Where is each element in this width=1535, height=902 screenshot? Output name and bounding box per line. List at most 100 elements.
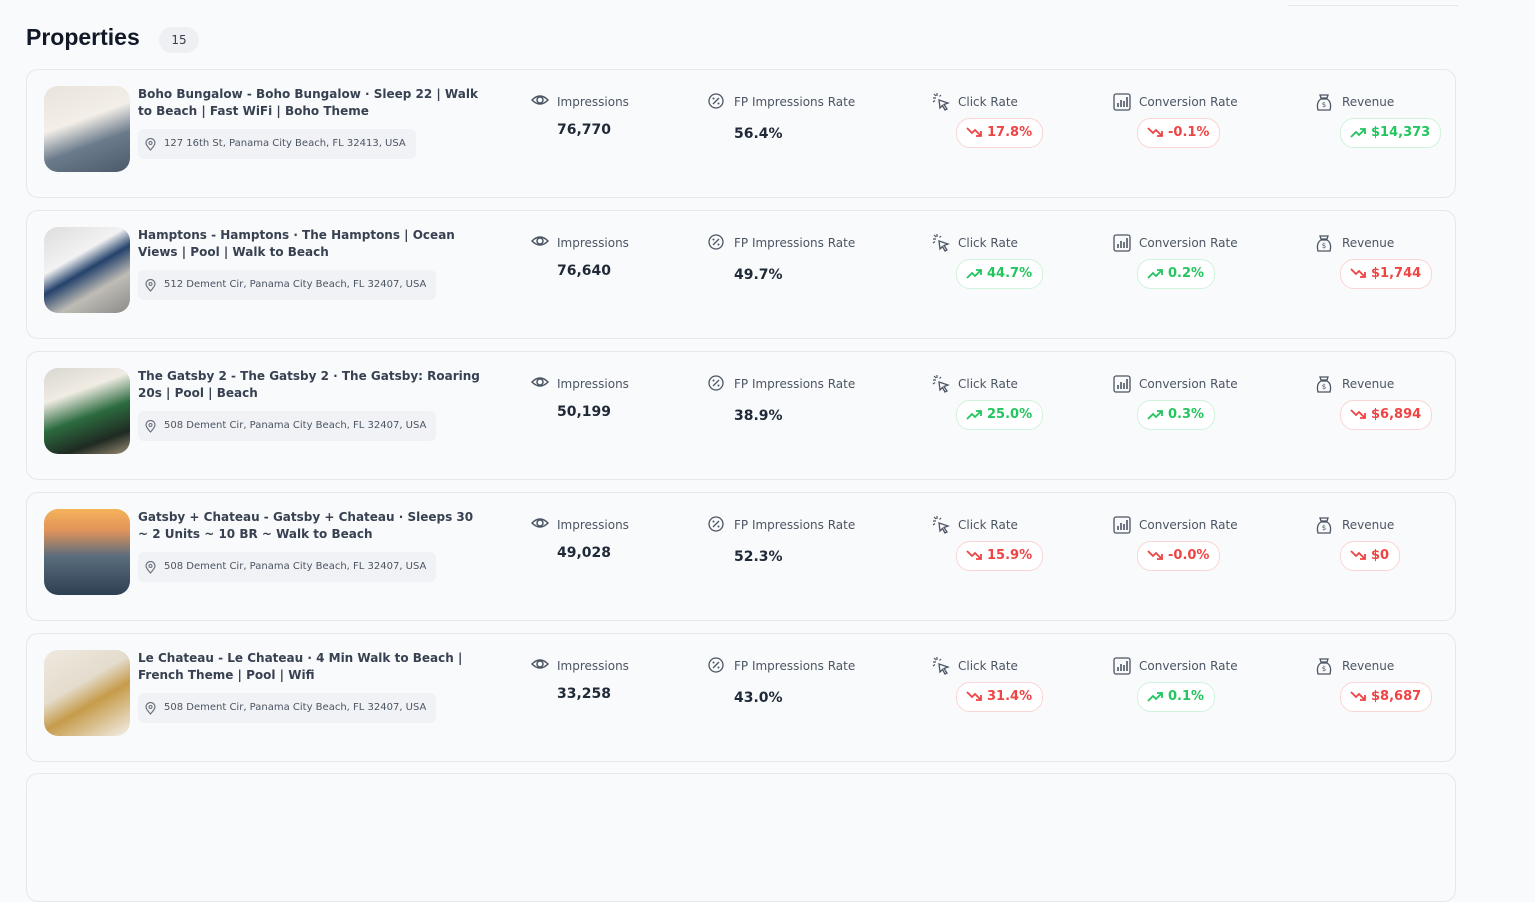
metric-label-text: Conversion Rate — [1139, 518, 1238, 532]
metric-icon — [708, 234, 724, 250]
property-card[interactable]: Boho Bungalow - Boho Bungalow · Sleep 22… — [26, 69, 1456, 198]
property-card[interactable]: The Gatsby 2 - The Gatsby 2 · The Gatsby… — [26, 351, 1456, 480]
metric-label: $ Revenue — [1316, 94, 1394, 111]
metric-value: 76,770 — [557, 122, 612, 138]
metric-label: Impressions — [530, 95, 629, 109]
metric-icon — [530, 95, 550, 105]
metric-value: 52.3% — [734, 549, 783, 565]
svg-text:$: $ — [1322, 101, 1326, 109]
address-text: 508 Dement Cir, Panama City Beach, FL 32… — [164, 561, 427, 572]
metric-icon — [530, 518, 550, 528]
trend-pill: -0.0% — [1137, 541, 1221, 571]
metric-label-text: Revenue — [1342, 659, 1395, 673]
property-name: Hamptons - Hamptons · The Hamptons | Oce… — [138, 228, 455, 259]
trend-pill: 44.7% — [956, 259, 1044, 289]
metric-icon: $ — [1316, 658, 1332, 675]
metric-label: FP Impressions Rate — [708, 234, 855, 250]
svg-text:$: $ — [1322, 242, 1326, 250]
trend-arrow — [966, 691, 982, 701]
metric-icon — [1113, 657, 1131, 675]
trend-pill: 25.0% — [956, 400, 1044, 430]
trend-arrow — [1350, 268, 1366, 278]
trend-pill: 0.1% — [1137, 682, 1216, 712]
metric-label: FP Impressions Rate — [708, 657, 855, 673]
metric-label: Impressions — [530, 659, 629, 673]
property-name: Gatsby + Chateau - Gatsby + Chateau · Sl… — [138, 510, 474, 541]
metric-value: 31.4% — [987, 689, 1033, 704]
metric-value: $8,687 — [1371, 689, 1422, 704]
trend-arrow — [1147, 550, 1163, 560]
pin-icon — [145, 561, 156, 574]
metric-value: 43.0% — [734, 690, 783, 706]
metric-label-text: FP Impressions Rate — [734, 518, 856, 532]
pin-icon — [145, 420, 156, 433]
metric-value: 0.3% — [1168, 407, 1205, 422]
property-card[interactable] — [26, 773, 1456, 902]
svg-text:$: $ — [1322, 524, 1326, 532]
trend-pill: -0.1% — [1137, 118, 1221, 148]
address-text: 127 16th St, Panama City Beach, FL 32413… — [164, 138, 406, 149]
metric-label: Conversion Rate — [1113, 375, 1238, 393]
metric-label-text: Click Rate — [958, 95, 1018, 109]
metric-label: Impressions — [530, 518, 629, 532]
metric-icon — [932, 375, 950, 393]
trend-pill: 15.9% — [956, 541, 1044, 571]
metric-value: 17.8% — [987, 125, 1033, 140]
address-text: 508 Dement Cir, Panama City Beach, FL 32… — [164, 702, 427, 713]
metric-label-text: Conversion Rate — [1139, 377, 1238, 391]
trend-arrow — [1147, 410, 1163, 420]
metric-value: $1,744 — [1371, 266, 1422, 281]
metric-label: FP Impressions Rate — [708, 93, 856, 109]
metric-icon: $ — [1316, 235, 1332, 252]
trend-pill: 0.3% — [1137, 400, 1216, 430]
property-address: 508 Dement Cir, Panama City Beach, FL 32… — [138, 552, 437, 582]
metric-value: 56.4% — [734, 126, 783, 142]
metric-value: 50,199 — [557, 404, 612, 420]
metric-value: 49,028 — [557, 545, 612, 561]
pin-icon — [145, 702, 156, 715]
metric-value: 25.0% — [987, 407, 1033, 422]
property-image — [44, 650, 130, 736]
property-image — [44, 227, 130, 313]
address-text: 508 Dement Cir, Panama City Beach, FL 32… — [164, 420, 427, 431]
trend-arrow — [1350, 128, 1366, 138]
metric-value: $6,894 — [1371, 407, 1422, 422]
metric-value: $14,373 — [1371, 125, 1431, 140]
property-name: Le Chateau - Le Chateau · 4 Min Walk to … — [138, 651, 463, 682]
metric-label-text: FP Impressions Rate — [734, 95, 856, 109]
metric-icon — [932, 93, 950, 111]
metric-icon: $ — [1316, 94, 1332, 111]
toolbar-edge — [1288, 0, 1458, 6]
metric-label: Conversion Rate — [1113, 657, 1238, 675]
page: Properties 15 Boho Bungalow - Boho Bunga… — [26, 0, 1458, 902]
property-card[interactable]: Le Chateau - Le Chateau · 4 Min Walk to … — [26, 633, 1456, 762]
property-address: 508 Dement Cir, Panama City Beach, FL 32… — [138, 693, 437, 723]
pin-icon — [145, 138, 156, 151]
trend-arrow — [1147, 269, 1163, 279]
property-address: 127 16th St, Panama City Beach, FL 32413… — [138, 129, 416, 159]
property-card[interactable]: Gatsby + Chateau - Gatsby + Chateau · Sl… — [26, 492, 1456, 621]
metric-label-text: Impressions — [557, 95, 629, 109]
metric-label-text: Revenue — [1342, 236, 1395, 250]
trend-pill: 31.4% — [956, 682, 1044, 712]
property-address: 508 Dement Cir, Panama City Beach, FL 32… — [138, 411, 437, 441]
metric-value: 33,258 — [557, 686, 612, 702]
metric-label-text: Impressions — [557, 659, 629, 673]
trend-pill: $6,894 — [1340, 400, 1433, 430]
metric-icon — [708, 93, 724, 109]
metric-label: Click Rate — [932, 234, 1018, 252]
property-image — [44, 509, 130, 595]
metric-value: $0 — [1371, 548, 1390, 563]
trend-arrow — [1350, 691, 1366, 701]
metric-label: Impressions — [530, 377, 629, 391]
metric-icon — [1113, 375, 1131, 393]
address-text: 512 Dement Cir, Panama City Beach, FL 32… — [164, 279, 427, 290]
page-title: Properties — [26, 24, 140, 50]
metric-value: -0.0% — [1168, 548, 1210, 563]
metric-label: Conversion Rate — [1113, 516, 1238, 534]
property-card[interactable]: Hamptons - Hamptons · The Hamptons | Oce… — [26, 210, 1456, 339]
svg-text:$: $ — [1322, 665, 1326, 673]
trend-pill: $1,744 — [1340, 259, 1433, 289]
metric-label: Click Rate — [932, 657, 1018, 675]
metric-icon — [1113, 516, 1131, 534]
